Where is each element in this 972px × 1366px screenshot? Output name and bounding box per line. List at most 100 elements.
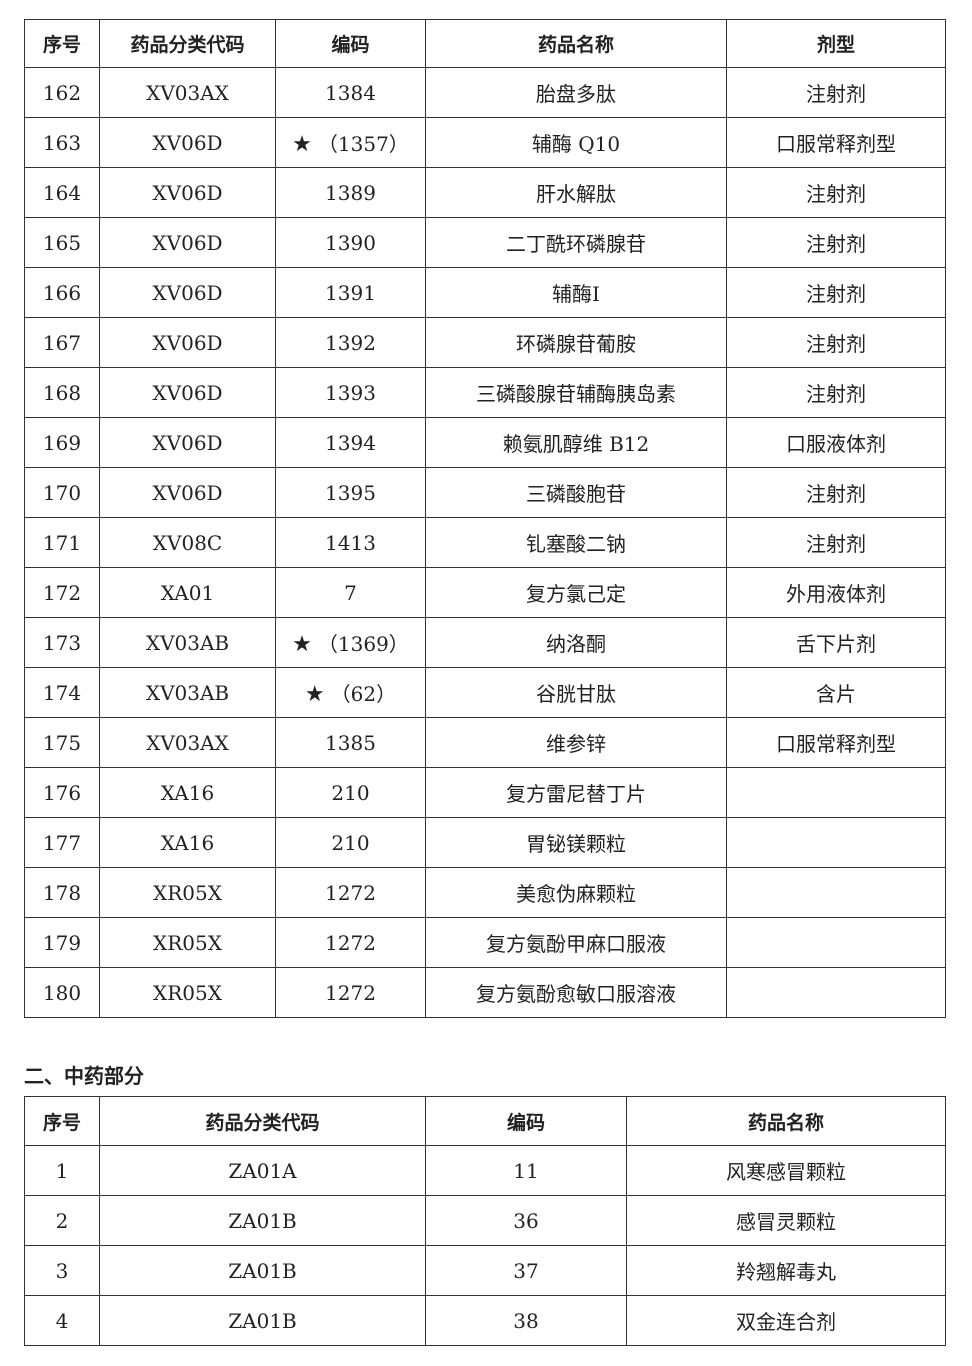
table-row: 179 XR05X 1272 复方氨酚甲麻口服液 [24, 917, 946, 968]
cell-no: 1 [24, 1145, 100, 1196]
table-row: 171 XV08C 1413 钆塞酸二钠 注射剂 [24, 517, 946, 568]
cell-dosage-form: 外用液体剂 [726, 567, 946, 618]
header-no: 序号 [24, 19, 100, 68]
table-row: 164 XV06D 1389 肝水解肽 注射剂 [24, 167, 946, 218]
cell-dosage-form: 口服常释剂型 [726, 717, 946, 768]
cell-class-code: ZA01B [99, 1195, 426, 1246]
cell-code: 1384 [275, 67, 426, 118]
header-class-code: 药品分类代码 [99, 19, 276, 68]
cell-no: 165 [24, 217, 100, 268]
table-row: 4 ZA01B 38 双金连合剂 [24, 1295, 946, 1346]
tcm-table: 序号 药品分类代码 编码 药品名称 1 ZA01A 11 风寒感冒颗粒 2 ZA01B 36… [24, 1096, 946, 1346]
cell-dosage-form: 注射剂 [726, 367, 946, 418]
cell-dosage-form: 口服液体剂 [726, 417, 946, 468]
cell-no: 170 [24, 467, 100, 518]
cell-code: 11 [425, 1145, 627, 1196]
table-row: 178 XR05X 1272 美愈伪麻颗粒 [24, 867, 946, 918]
cell-class-code: XR05X [99, 917, 276, 968]
cell-code: 1413 [275, 517, 426, 568]
section-title: 二、中药部分 [24, 1064, 144, 1088]
code-text: （1369） [317, 632, 409, 656]
cell-dosage-form: 舌下片剂 [726, 617, 946, 668]
table-row: 166 XV06D 1391 辅酶I 注射剂 [24, 267, 946, 318]
western-medicine-table: 序号 药品分类代码 编码 药品名称 剂型 162 XV03AX 1384 胎盘多肽 注射… [24, 19, 946, 1018]
cell-class-code: XA16 [99, 767, 276, 818]
cell-class-code: ZA01B [99, 1295, 426, 1346]
star-icon: ★ [292, 632, 312, 657]
header-code: 编码 [425, 1096, 627, 1146]
cell-drug-name: 环磷腺苷葡胺 [425, 317, 727, 368]
cell-code: 1395 [275, 467, 426, 518]
header-dosage-form: 剂型 [726, 19, 946, 68]
cell-no: 167 [24, 317, 100, 368]
cell-dosage-form [726, 867, 946, 918]
cell-drug-name: 辅酶I [425, 267, 727, 318]
cell-class-code: XV06D [99, 217, 276, 268]
cell-drug-name: 感冒灵颗粒 [626, 1195, 946, 1246]
cell-no: 176 [24, 767, 100, 818]
header-drug-name: 药品名称 [425, 19, 727, 68]
cell-code: 37 [425, 1245, 627, 1296]
cell-drug-name: 辅酶 Q10 [425, 117, 727, 168]
cell-drug-name: 双金连合剂 [626, 1295, 946, 1346]
cell-class-code: XV03AX [99, 67, 276, 118]
cell-code: 1272 [275, 867, 426, 918]
table-row: 1 ZA01A 11 风寒感冒颗粒 [24, 1145, 946, 1196]
table-row: 169 XV06D 1394 赖氨肌醇维 B12 口服液体剂 [24, 417, 946, 468]
cell-code: ★ （62） [275, 667, 426, 718]
cell-class-code: XV03AB [99, 667, 276, 718]
cell-dosage-form [726, 917, 946, 968]
cell-no: 4 [24, 1295, 100, 1346]
cell-drug-name: 胎盘多肽 [425, 67, 727, 118]
cell-code: 1385 [275, 717, 426, 768]
table-row: 177 XA16 210 胃铋镁颗粒 [24, 817, 946, 868]
cell-class-code: XV06D [99, 467, 276, 518]
cell-no: 174 [24, 667, 100, 718]
code-text: （1357） [317, 132, 409, 156]
star-icon: ★ [304, 682, 325, 707]
cell-class-code: XV08C [99, 517, 276, 568]
cell-drug-name: 羚翘解毒丸 [626, 1245, 946, 1296]
table-row: 174 XV03AB ★ （62） 谷胱甘肽 含片 [24, 667, 946, 718]
cell-code: 36 [425, 1195, 627, 1246]
cell-class-code: XV06D [99, 267, 276, 318]
header-code: 编码 [275, 19, 426, 68]
cell-drug-name: 风寒感冒颗粒 [626, 1145, 946, 1196]
cell-code: 1393 [275, 367, 426, 418]
cell-dosage-form: 注射剂 [726, 317, 946, 368]
cell-drug-name: 复方氨酚甲麻口服液 [425, 917, 727, 968]
cell-class-code: XV06D [99, 417, 276, 468]
cell-drug-name: 复方氯己定 [425, 567, 727, 618]
cell-dosage-form: 注射剂 [726, 267, 946, 318]
cell-dosage-form: 注射剂 [726, 467, 946, 518]
table-row: 163 XV06D ★ （1357） 辅酶 Q10 口服常释剂型 [24, 117, 946, 168]
cell-code: ★ （1369） [275, 617, 426, 668]
cell-code: 1272 [275, 917, 426, 968]
table-row: 176 XA16 210 复方雷尼替丁片 [24, 767, 946, 818]
cell-class-code: XA01 [99, 567, 276, 618]
cell-code: ★ （1357） [275, 117, 426, 168]
cell-no: 162 [24, 67, 100, 118]
cell-code: 1392 [275, 317, 426, 368]
table-row: 168 XV06D 1393 三磷酸腺苷辅酶胰岛素 注射剂 [24, 367, 946, 418]
cell-drug-name: 三磷酸胞苷 [425, 467, 727, 518]
cell-dosage-form [726, 817, 946, 868]
header-drug-name: 药品名称 [626, 1096, 946, 1146]
table-row: 167 XV06D 1392 环磷腺苷葡胺 注射剂 [24, 317, 946, 368]
table-row: 162 XV03AX 1384 胎盘多肽 注射剂 [24, 67, 946, 118]
table-row: 170 XV06D 1395 三磷酸胞苷 注射剂 [24, 467, 946, 518]
cell-drug-name: 美愈伪麻颗粒 [425, 867, 727, 918]
cell-drug-name: 赖氨肌醇维 B12 [425, 417, 727, 468]
cell-code: 1394 [275, 417, 426, 468]
table-row: 2 ZA01B 36 感冒灵颗粒 [24, 1195, 946, 1246]
cell-drug-name: 复方雷尼替丁片 [425, 767, 727, 818]
cell-class-code: ZA01A [99, 1145, 426, 1196]
cell-no: 180 [24, 967, 100, 1018]
table-row: 3 ZA01B 37 羚翘解毒丸 [24, 1245, 946, 1296]
table-row: 175 XV03AX 1385 维参锌 口服常释剂型 [24, 717, 946, 768]
cell-drug-name: 三磷酸腺苷辅酶胰岛素 [425, 367, 727, 418]
cell-drug-name: 肝水解肽 [425, 167, 727, 218]
cell-code: 1389 [275, 167, 426, 218]
table-header-row: 序号 药品分类代码 编码 药品名称 剂型 [24, 19, 946, 68]
cell-dosage-form: 含片 [726, 667, 946, 718]
